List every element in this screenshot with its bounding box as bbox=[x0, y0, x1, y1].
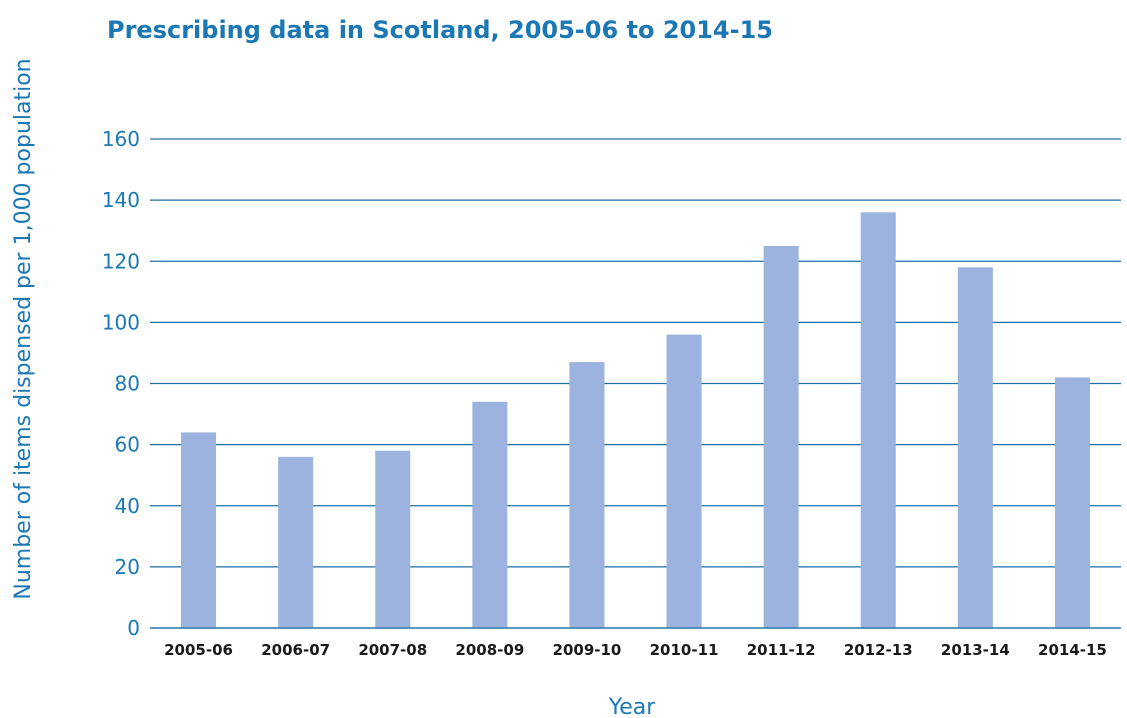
y-tick-label-140: 140 bbox=[102, 188, 140, 212]
x-tick-label-2014-15: 2014-15 bbox=[1038, 641, 1107, 659]
bar-2013-14 bbox=[957, 267, 993, 628]
x-tick-labels: 2005-06 2006-07 2007-08 2008-09 2009-10 2010-… bbox=[164, 641, 1107, 659]
x-tick-label-2012-13: 2012-13 bbox=[844, 641, 913, 659]
y-tick-label-120: 120 bbox=[102, 249, 140, 273]
x-tick-label-2005-06: 2005-06 bbox=[164, 641, 233, 659]
x-tick-label-2007-08: 2007-08 bbox=[358, 641, 427, 659]
x-tick-label-2006-07: 2006-07 bbox=[261, 641, 330, 659]
y-tick-label-40: 40 bbox=[115, 494, 140, 518]
y-tick-label-60: 60 bbox=[115, 433, 140, 457]
y-tick-label-80: 80 bbox=[115, 372, 140, 396]
bar-2007-08 bbox=[375, 450, 411, 628]
bar-2014-15 bbox=[1054, 377, 1090, 628]
bars bbox=[150, 212, 1121, 629]
bar-2012-13 bbox=[860, 212, 896, 628]
x-tick-label-2010-11: 2010-11 bbox=[650, 641, 719, 659]
bar-2009-10 bbox=[569, 362, 605, 628]
y-tick-labels: 0 20 40 60 80 100 120 140 160 bbox=[102, 127, 140, 640]
x-tick-label-2009-10: 2009-10 bbox=[553, 641, 622, 659]
y-tick-label-100: 100 bbox=[102, 310, 140, 334]
bar-2005-06 bbox=[181, 432, 217, 628]
chart-title: Prescribing data in Scotland, 2005-06 to… bbox=[107, 16, 773, 44]
bar-2011-12 bbox=[763, 245, 799, 628]
x-axis-label: Year bbox=[608, 695, 657, 718]
y-tick-label-20: 20 bbox=[115, 555, 140, 579]
y-axis-label: Number of items dispensed per 1,000 popu… bbox=[11, 58, 36, 599]
x-tick-label-2013-14: 2013-14 bbox=[941, 641, 1010, 659]
x-tick-label-2008-09: 2008-09 bbox=[455, 641, 524, 659]
bar-2006-07 bbox=[278, 456, 314, 628]
x-tick-label-2011-12: 2011-12 bbox=[747, 641, 816, 659]
y-tick-label-0: 0 bbox=[127, 616, 140, 640]
y-tick-label-160: 160 bbox=[102, 127, 140, 151]
bar-2010-11 bbox=[666, 334, 702, 628]
bar-2008-09 bbox=[472, 401, 508, 628]
